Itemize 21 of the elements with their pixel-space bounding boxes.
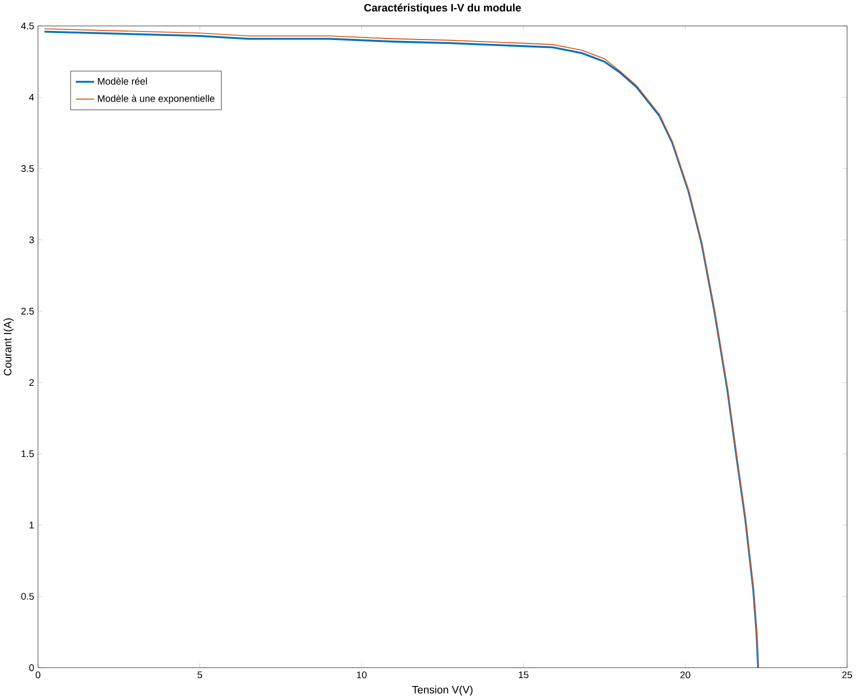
x-tick-label: 10 — [357, 671, 367, 678]
x-tick-label: 0 — [36, 671, 40, 678]
y-tick-label: 0.5 — [21, 592, 34, 600]
x-axis-title: Tension V(V) — [412, 686, 472, 696]
y-axis-title: Courant I(A) — [4, 318, 14, 376]
y-tick-label: 4.5 — [21, 22, 34, 30]
y-tick-label: 2 — [29, 379, 34, 386]
y-tick-label: 1 — [30, 522, 34, 528]
x-tick-label: 5 — [198, 671, 202, 678]
legend-label: Modèle réel — [98, 77, 147, 85]
y-tick-label: 3 — [29, 236, 34, 244]
y-tick-label: 0 — [29, 664, 34, 672]
y-tick-label: 1.5 — [22, 450, 34, 458]
legend-label: Modèle à une exponentielle — [98, 94, 214, 104]
y-tick-label: 2.5 — [21, 308, 34, 315]
x-tick-label: 20 — [680, 671, 690, 678]
x-tick-label: 15 — [518, 671, 528, 678]
y-tick-label: 4 — [29, 94, 34, 100]
y-tick-label: 3.5 — [21, 165, 34, 172]
chart-title: Caractéristiques I-V du module — [364, 3, 521, 14]
x-tick-label: 25 — [842, 671, 852, 678]
